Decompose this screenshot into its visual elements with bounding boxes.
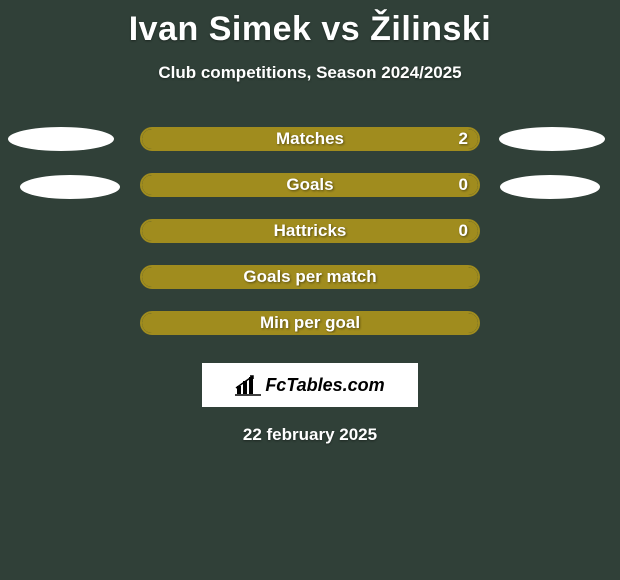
bar-goals-per-match: Goals per match: [140, 265, 480, 289]
stat-row-goals: Goals 0: [0, 171, 620, 217]
bar-value: 0: [459, 221, 468, 241]
logo-text: FcTables.com: [265, 375, 384, 396]
bar-matches: Matches 2: [140, 127, 480, 151]
bar-goals: Goals 0: [140, 173, 480, 197]
stat-row-min-per-goal: Min per goal: [0, 309, 620, 355]
bar-value: 2: [459, 129, 468, 149]
logo: FcTables.com: [202, 363, 418, 407]
stat-row-goals-per-match: Goals per match: [0, 263, 620, 309]
bar-value: 0: [459, 175, 468, 195]
page-title: Ivan Simek vs Žilinski: [0, 0, 620, 49]
bars-chart-icon: [235, 374, 261, 396]
left-ellipse-icon: [8, 127, 114, 151]
right-ellipse-icon: [499, 127, 605, 151]
stat-row-hattricks: Hattricks 0: [0, 217, 620, 263]
bar-min-per-goal: Min per goal: [140, 311, 480, 335]
right-ellipse-icon: [500, 175, 600, 199]
date: 22 february 2025: [0, 425, 620, 445]
left-ellipse-icon: [20, 175, 120, 199]
stats-stage: Matches 2 Goals 0 Hattricks 0 Goals per …: [0, 125, 620, 355]
subtitle: Club competitions, Season 2024/2025: [0, 63, 620, 83]
stat-row-matches: Matches 2: [0, 125, 620, 171]
bar-hattricks: Hattricks 0: [140, 219, 480, 243]
